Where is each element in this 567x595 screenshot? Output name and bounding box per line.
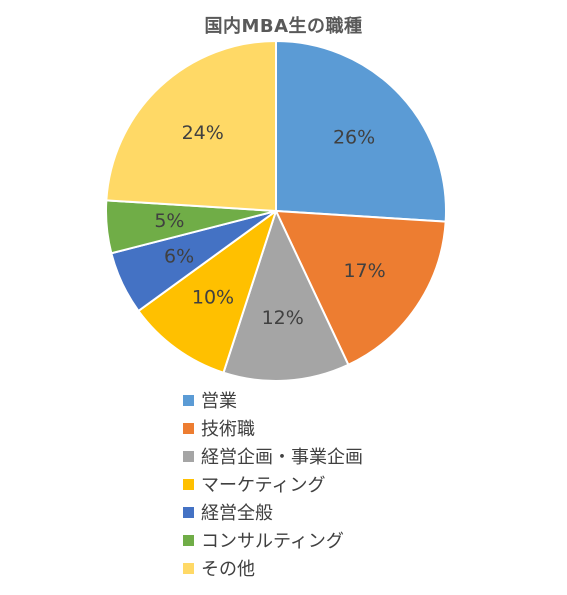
legend-item: 経営全般	[183, 498, 503, 526]
legend-label: 営業	[201, 391, 237, 412]
pie-slice-1	[275, 40, 447, 223]
legend-label: 技術職	[201, 419, 255, 440]
legend-item: 営業	[183, 386, 503, 414]
slice-data-label: 5%	[154, 210, 184, 232]
pie-slice-4	[137, 210, 277, 374]
legend-swatch	[183, 562, 194, 574]
slice-data-label: 24%	[182, 122, 224, 144]
legend-label: マーケティング	[201, 475, 326, 496]
legend-swatch	[183, 478, 194, 490]
legend-item: マーケティング	[183, 470, 503, 498]
legend-label: その他	[201, 559, 255, 580]
legend-swatch	[183, 534, 194, 546]
chart-title: 国内MBA生の職種	[204, 16, 363, 37]
legend-swatch	[183, 506, 194, 518]
legend-label: 経営企画・事業企画	[201, 447, 363, 468]
pie-slice-3	[222, 210, 350, 382]
legend-swatch	[183, 450, 194, 462]
legend-item: 経営企画・事業企画	[183, 442, 503, 470]
legend-label: コンサルティング	[201, 531, 344, 552]
legend-swatch	[183, 422, 194, 434]
legend-item: コンサルティング	[183, 526, 503, 554]
legend-item: 技術職	[183, 414, 503, 442]
slice-data-label: 26%	[333, 127, 375, 149]
legend-swatch	[183, 394, 194, 406]
slice-data-label: 6%	[164, 246, 194, 268]
legend: 営業技術職経営企画・事業企画 マーケティング 経営全般コンサルティング その他	[183, 386, 503, 582]
legend-item: その他	[183, 554, 503, 582]
slice-data-label: 10%	[192, 287, 234, 309]
slice-data-label: 17%	[343, 260, 385, 282]
pie-slice-2	[275, 210, 447, 366]
legend-label: 経営全般	[201, 503, 273, 524]
pie-slice-7	[105, 40, 277, 212]
slice-data-label: 12%	[262, 307, 304, 329]
